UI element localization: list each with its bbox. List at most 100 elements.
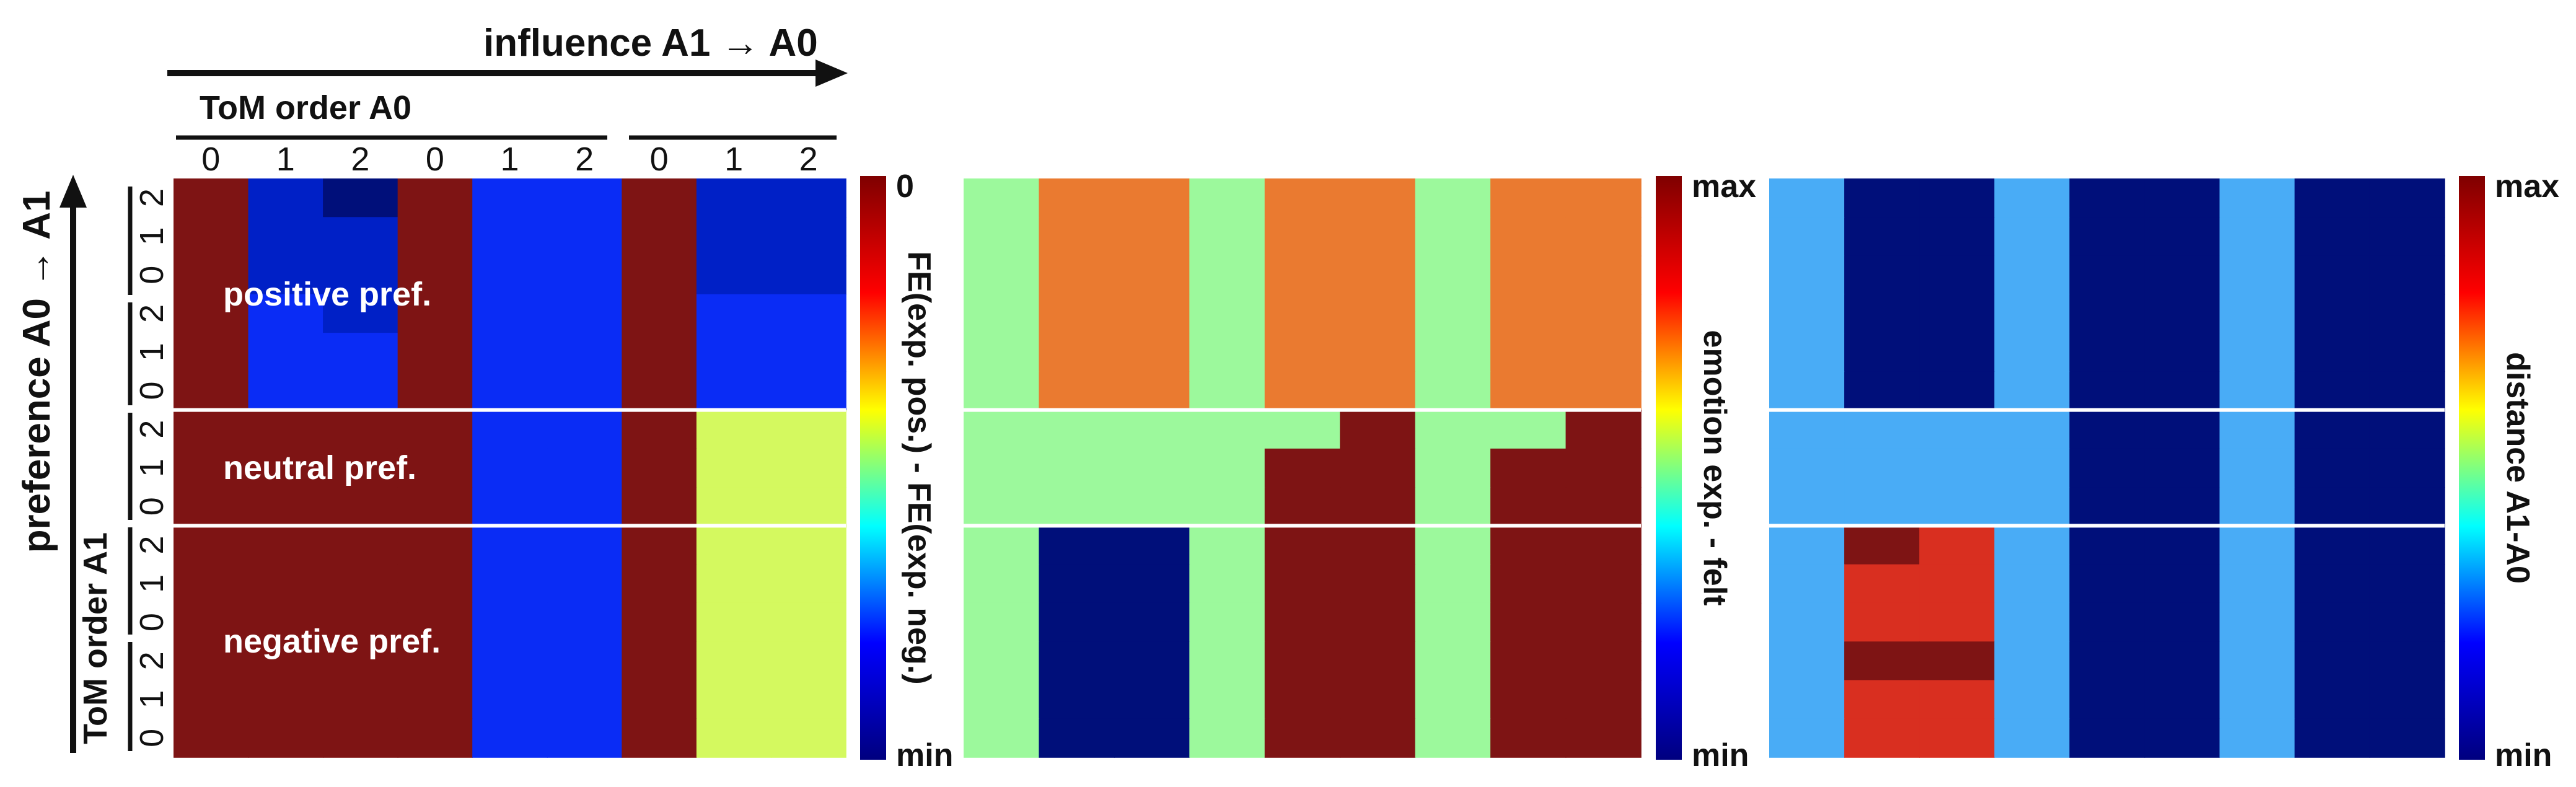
heatmap-cell [323,680,398,719]
heatmap-cell [2144,178,2220,218]
heatmap-cell [174,410,249,449]
region-labels: positive pref. neutral pref. negative pref… [223,276,441,660]
heatmap-cell [397,680,473,719]
heatmap-cell [771,410,846,449]
heatmap-cell [1264,718,1341,758]
heatmap-cell [1415,371,1491,411]
colorbar-top-label: max [2495,169,2559,204]
heatmap-cell [472,410,548,449]
heatmap-cell [622,294,697,333]
heatmap-cell [2294,718,2370,758]
heatmap-cell [622,564,697,604]
heatmap-cell [1189,641,1265,681]
heatmap-cell [1994,641,2070,681]
heatmap-cell [622,217,697,257]
heatmap-cell [1415,602,1491,642]
heatmap-cell [1919,178,1995,218]
heatmap-cell [1340,294,1416,333]
group-separator [1769,524,2445,528]
heatmap-cell [964,718,1040,758]
heatmap-cell [1189,448,1265,488]
heatmap-cell [1189,602,1265,642]
heatmap-cell [174,602,249,642]
heatmap-cell [472,333,548,372]
heatmap-cell [696,564,772,604]
heatmap-cell [622,410,697,449]
heatmap-cell [1340,255,1416,295]
heatmap-cell [2294,602,2370,642]
heatmap-cell [323,564,398,604]
group-separator [964,408,1641,412]
heatmap-cell [1490,217,1567,257]
heatmap-cell [1565,564,1642,604]
heatmap-cell [248,255,323,295]
heatmap-cell [248,448,323,488]
heatmap-cell [1565,448,1642,488]
heatmap-cell [1264,410,1341,449]
colorbar-title: FE(exp. pos.) - FE(exp. neg.) [901,251,937,684]
heatmap-cell [696,448,772,488]
heatmap-cell [1490,602,1567,642]
heatmap-cell [1189,294,1265,333]
heatmap-cell [1340,564,1416,604]
heatmap-cell [1769,680,1845,719]
heatmap-cell [1565,294,1642,333]
heatmap-cell [248,410,323,449]
heatmap-cell [323,294,398,333]
heatmap-cell [622,255,697,295]
heatmap-cell [547,217,623,257]
heatmap-cell [1415,680,1491,719]
heatmap-cell [696,487,772,527]
heatmap-cell [964,602,1040,642]
heatmap-cell [1415,294,1491,333]
heatmap-cell [2294,564,2370,604]
heatmap-cell [472,641,548,681]
heatmap-cell [1039,217,1115,257]
heatmap-cell [771,680,846,719]
heatmap-cell [2069,333,2145,372]
heatmap-cell [2294,487,2370,527]
heatmap-cell [174,178,249,218]
heatmap-cell [397,371,473,411]
heatmap-cell [1844,255,1920,295]
heatmap-cell [622,641,697,681]
heatmap-cell [2369,333,2445,372]
heatmap-cell [1039,564,1115,604]
heatmap-cell [696,217,772,257]
heatmap-cell [1340,448,1416,488]
heatmap-cell [2369,371,2445,411]
colorbar-bottom-label: min [2495,737,2552,773]
tom-a0-tick: 0 [426,141,444,178]
heatmap-cell [1844,333,1920,372]
preference-arrow-head [59,175,87,208]
heatmap-cell [1919,410,1995,449]
heatmap-cell [771,371,846,411]
heatmap-cell [547,641,623,681]
heatmap-cell [622,487,697,527]
heatmap-cell [174,448,249,488]
heatmap-cell [2219,641,2295,681]
tom-a0-tick-labels: 0 1 2 0 1 2 0 1 2 [201,141,817,178]
heatmap-cell [1769,564,1845,604]
heatmap-cell [323,178,398,218]
heatmap-cell [1340,333,1416,372]
heatmap-cell [1039,448,1115,488]
heatmap-cell [1994,680,2070,719]
heatmap-cell [547,294,623,333]
colorbar-gradient [2459,176,2485,760]
heatmap-cell [696,680,772,719]
heatmap-cell [174,333,249,372]
heatmap-cell [2219,718,2295,758]
heatmap-cell [1415,255,1491,295]
heatmap-cell [1189,255,1265,295]
colorbar: max min emotion exp. - felt [1656,169,1756,773]
heatmap-cell [1264,333,1341,372]
heatmap-cell [1490,564,1567,604]
heatmap-cell [1039,680,1115,719]
heatmap-cell [1340,680,1416,719]
heatmap-cell [964,255,1040,295]
heatmap-cell [323,641,398,681]
heatmap-cell [323,525,398,565]
heatmap-cell [1844,217,1920,257]
heatmap-cell [2369,680,2445,719]
